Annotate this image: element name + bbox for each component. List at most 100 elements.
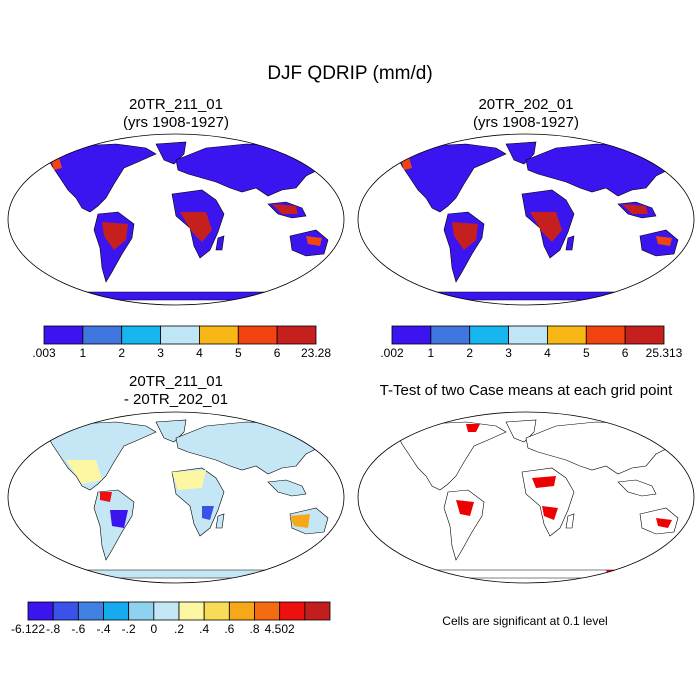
field-patch — [622, 204, 648, 214]
colorbar-label: 1 — [428, 346, 435, 360]
field-patch — [100, 492, 112, 502]
landmass-madagascar — [565, 513, 575, 529]
panel-title-ttest: T-Test of two Case means at each grid po… — [356, 382, 696, 400]
landmass-madagascar — [215, 235, 225, 251]
panel-title-line: 20TR_202_01 — [478, 96, 574, 113]
colorbar-label: .2 — [174, 622, 184, 636]
colorbar-box — [178, 601, 205, 621]
colorbar-box — [469, 325, 509, 345]
colorbar-diff: -6.122 -.8 -.6 -.4 -.2 0 .2 .4 .6 .8 4.502 — [11, 601, 331, 636]
landmass-namerica — [395, 143, 507, 213]
colorbar-label: 6 — [274, 346, 281, 360]
landmass-namerica — [45, 421, 157, 491]
landmass-samerica — [443, 489, 485, 561]
field-patch — [530, 212, 562, 242]
colorbar-box — [391, 325, 432, 345]
colorbar-label: -.2 — [122, 622, 136, 636]
colorbar-box — [52, 601, 79, 621]
colorbar-label: 4 — [544, 346, 551, 360]
colorbar-box — [43, 325, 84, 345]
field-patch — [202, 506, 214, 520]
map-border — [357, 133, 695, 306]
field-patch — [180, 212, 212, 242]
colorbar-box — [624, 325, 665, 345]
field-patch — [306, 236, 322, 246]
field-patch — [452, 222, 478, 250]
colorbar-box — [304, 601, 331, 621]
field-patch — [102, 222, 128, 250]
colorbar-box — [128, 601, 155, 621]
colorbar-label: 3 — [505, 346, 512, 360]
panel-title-diff: 20TR_211_01 - 20TR_202_01 — [11, 373, 341, 409]
map-border — [7, 133, 345, 306]
colorbar-label: .8 — [249, 622, 259, 636]
colorbar-box — [160, 325, 200, 345]
panel-title-line: T-Test of two Case means at each grid po… — [379, 382, 673, 399]
field-patch — [646, 426, 668, 440]
landmass-seasia — [267, 479, 307, 497]
field-patch — [290, 514, 310, 528]
colorbar-label: .4 — [199, 622, 209, 636]
landmass-madagascar — [215, 513, 225, 529]
panel-title-case1: 20TR_211_01 (yrs 1908-1927) — [11, 96, 341, 132]
colorbar-label: -6.122 — [11, 622, 45, 636]
colorbar-label: 5 — [583, 346, 590, 360]
map-case1 — [7, 133, 345, 306]
panel-title-line: - 20TR_202_01 — [123, 391, 229, 408]
colorbar-label: -.8 — [46, 622, 60, 636]
colorbar-box — [228, 601, 255, 621]
field-patch — [656, 518, 672, 528]
colorbar-label: .002 — [380, 346, 404, 360]
field-patch — [606, 570, 626, 576]
colorbar-label: 1 — [80, 346, 87, 360]
landmass-antarctica — [45, 569, 307, 579]
colorbar-case1: .003 1 2 3 4 5 6 23.28 — [32, 325, 331, 360]
map-border — [7, 411, 345, 584]
colorbar-label: .6 — [224, 622, 234, 636]
colorbar-box — [103, 601, 130, 621]
colorbar-label: 5 — [235, 346, 242, 360]
field-patch — [456, 500, 474, 516]
landmass-seasia — [617, 479, 657, 497]
map-ttest — [357, 411, 695, 584]
colorbar-box — [430, 325, 471, 345]
colorbar-box — [279, 601, 306, 621]
colorbar-box — [153, 601, 180, 621]
landmass-antarctica — [395, 569, 657, 579]
panel-title-case2: 20TR_202_01 (yrs 1908-1927) — [361, 96, 691, 132]
colorbar-label: 25.313 — [646, 346, 683, 360]
colorbar-box — [237, 325, 278, 345]
field-patch — [466, 424, 480, 432]
panel-title-line: (yrs 1908-1927) — [123, 114, 229, 131]
colorbar-box — [508, 325, 548, 345]
colorbar-label: -.6 — [71, 622, 85, 636]
map-diff — [7, 411, 345, 584]
colorbar-case2: .002 1 2 3 4 5 6 25.313 — [380, 325, 683, 360]
map-case2 — [357, 133, 695, 306]
colorbar-label: 3 — [157, 346, 164, 360]
field-patch — [532, 476, 556, 488]
field-patch — [656, 236, 672, 246]
colorbar-label: 4.502 — [265, 622, 295, 636]
colorbar-label: 0 — [150, 622, 157, 636]
colorbar-box — [203, 601, 230, 621]
significance-note: Cells are significant at 0.1 level — [442, 614, 608, 628]
colorbar-label: -.4 — [96, 622, 110, 636]
colorbar-box — [77, 601, 104, 621]
panel-title-line: (yrs 1908-1927) — [473, 114, 579, 131]
colorbar-label: 2 — [118, 346, 125, 360]
colorbar-label: 2 — [466, 346, 473, 360]
field-patch — [110, 510, 128, 528]
colorbar-label: 4 — [196, 346, 203, 360]
main-title: DJF QDRIP (mm/d) — [267, 63, 433, 84]
colorbar-box — [121, 325, 161, 345]
field-patch — [542, 506, 558, 520]
panel-title-line: 20TR_211_01 — [129, 96, 223, 113]
landmass-namerica — [45, 143, 157, 213]
colorbar-label: .003 — [32, 346, 56, 360]
map-border — [357, 411, 695, 584]
colorbar-box — [82, 325, 123, 345]
panel-title-line: 20TR_211_01 — [129, 373, 223, 390]
field-patch — [66, 460, 102, 484]
field-patch — [172, 470, 206, 490]
